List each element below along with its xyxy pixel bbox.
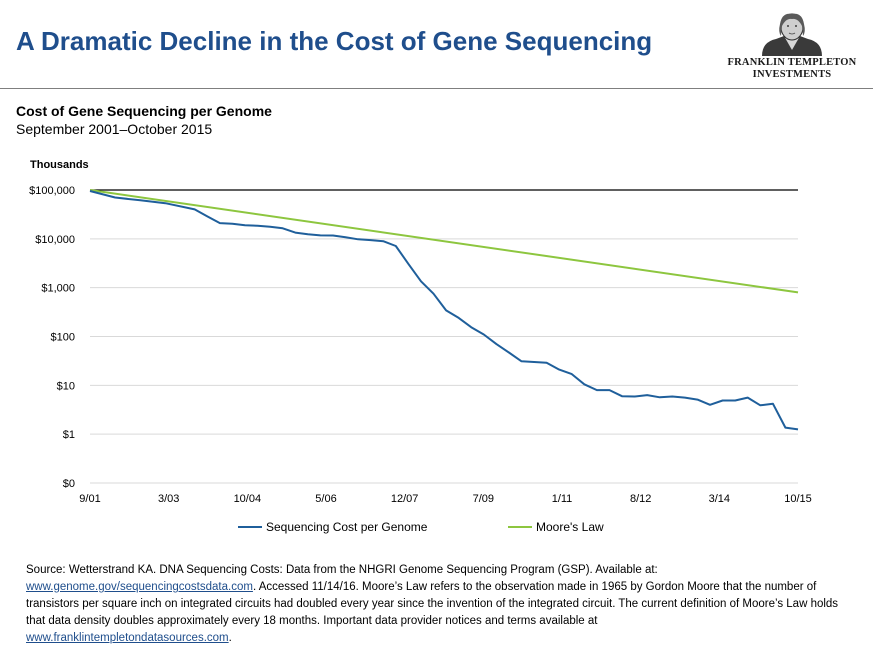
sequencing-cost-chart: Thousands $0 $1 $10 $100 $1,000 $10,000 $100,0… (29, 159, 812, 534)
source-footnote: Source: Wetterstrand KA. DNA Sequencing … (26, 562, 846, 647)
source-text-1: Source: Wetterstrand KA. DNA Sequencing … (26, 564, 658, 576)
y-tick-label: $1 (63, 429, 75, 441)
moores-law-line (89, 189, 799, 294)
y-tick-label: $0 (63, 478, 75, 490)
x-tick-label: 8/12 (630, 493, 651, 505)
y-tick-label: $100 (51, 332, 75, 344)
legend-sequencing-cost: Sequencing Cost per Genome (238, 520, 428, 534)
x-tick-label: 1/11 (552, 493, 573, 505)
legend-moores-law: Moore's Law (508, 520, 604, 534)
x-tick-label: 12/07 (391, 493, 419, 505)
x-tick-label: 3/14 (709, 493, 730, 505)
chart-title: Cost of Gene Sequencing per Genome (16, 103, 272, 119)
franklin-templeton-logo: FRANKLIN TEMPLETON INVESTMENTS (722, 12, 862, 84)
y-axis-unit-label: Thousands (30, 159, 89, 171)
chart-subtitle: September 2001–October 2015 (16, 121, 213, 137)
logo-line-1: FRANKLIN TEMPLETON (727, 57, 857, 68)
slide-title: A Dramatic Decline in the Cost of Gene S… (16, 26, 653, 56)
source-text-3: . (228, 632, 232, 644)
x-tick-label: 7/09 (473, 493, 494, 505)
source-link-datasources[interactable]: www.franklintempletondatasources.com (26, 632, 229, 644)
header-divider (0, 88, 873, 89)
logo-line-2: INVESTMENTS (752, 69, 832, 80)
x-tick-label: 10/15 (784, 493, 812, 505)
y-tick-label: $10 (57, 380, 75, 392)
x-tick-label: 10/04 (234, 493, 262, 505)
x-tick-label: 3/03 (158, 493, 179, 505)
source-text-2: . Accessed 11/14/16. Moore’s Law refers … (26, 581, 839, 627)
franklin-portrait-icon (762, 13, 822, 56)
source-link-genome[interactable]: www.genome.gov/sequencingcostsdata.com (26, 581, 253, 593)
legend-label: Sequencing Cost per Genome (266, 520, 428, 534)
x-tick-label: 5/06 (315, 493, 336, 505)
y-tick-label: $100,000 (29, 185, 75, 197)
x-tick-label: 9/01 (79, 493, 100, 505)
y-tick-label: $10,000 (35, 234, 75, 246)
legend-label: Moore's Law (536, 520, 604, 534)
y-tick-label: $1,000 (41, 283, 75, 295)
sequencing-cost-line (89, 190, 799, 431)
